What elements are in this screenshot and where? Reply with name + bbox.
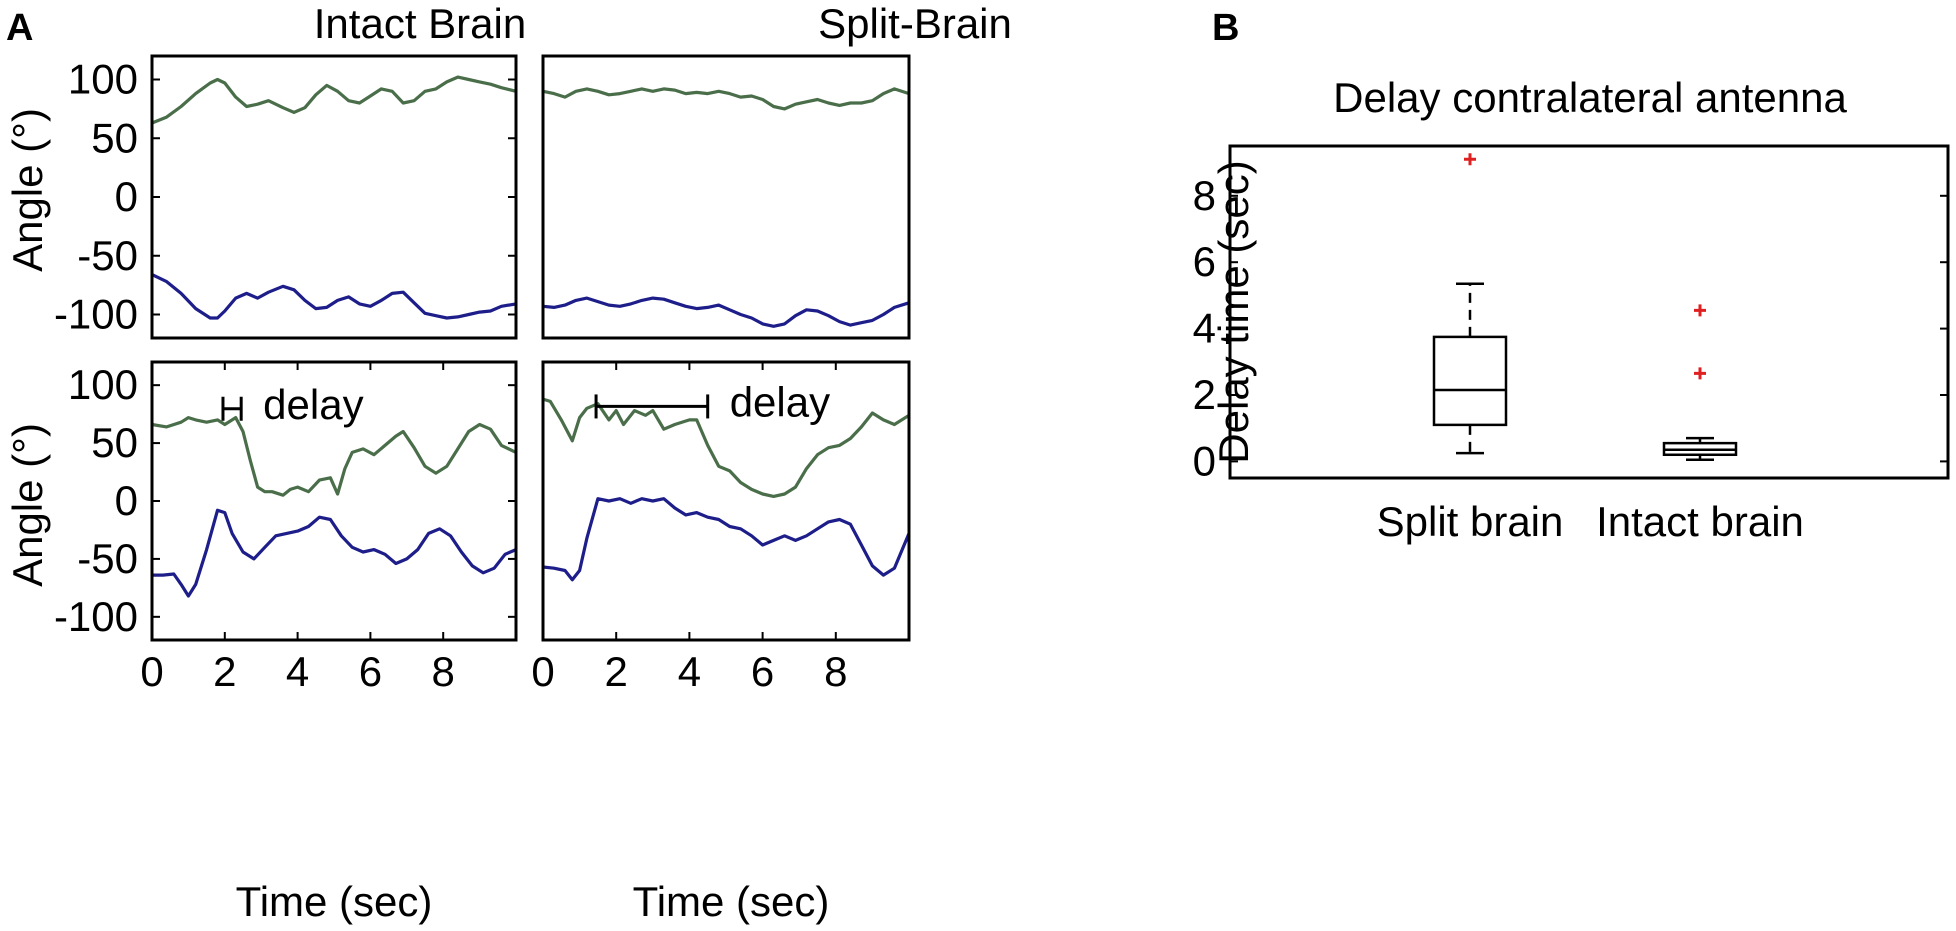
series-line-blue (542, 497, 911, 582)
chart-intact-top: 100 50 0 -50 -100 (54, 54, 518, 340)
y-tick-label: 50 (91, 419, 138, 466)
outlier-point (1694, 367, 1706, 380)
y-tick-label: -100 (54, 291, 138, 338)
boxplot-title: Delay contralateral antenna (1333, 74, 1847, 121)
series-line-green (151, 416, 517, 497)
box-split-brain (1432, 153, 1508, 455)
x-tick-label: 4 (286, 648, 309, 695)
delay-label: delay (730, 378, 830, 425)
box-iqr (1432, 335, 1508, 427)
x-tick-label: 2 (213, 648, 236, 695)
series-line-blue (152, 508, 517, 598)
chart-split-bottom: 0 2 4 6 8 delay (531, 360, 911, 695)
x-tick-label: 2 (605, 648, 628, 695)
y-tick-label: 6 (1193, 238, 1216, 285)
panel-a-label: A (6, 7, 33, 49)
category-label: Intact brain (1596, 498, 1804, 545)
category-label: Split brain (1377, 498, 1564, 545)
x-tick-label: 8 (824, 648, 847, 695)
y-axis-label-top: Angle (°) (4, 108, 51, 272)
column-title-intact: Intact Brain (314, 0, 526, 47)
y-axis-label-bottom: Angle (°) (4, 423, 51, 587)
series-line-blue (151, 273, 517, 320)
y-tick-label: 0 (115, 477, 138, 524)
panel-b-label: B (1212, 7, 1239, 49)
series-line-green (542, 87, 910, 111)
y-tick-label: -50 (77, 535, 138, 582)
y-tick-label: 0 (1193, 437, 1216, 484)
x-tick-label: 6 (751, 648, 774, 695)
x-tick-label: 4 (678, 648, 701, 695)
plot-frame (150, 54, 518, 340)
boxplot-frame (1228, 144, 1950, 480)
y-tick-label: -100 (54, 593, 138, 640)
chart-boxplot: Delay contralateral antenna Delay time (s… (1193, 74, 1950, 545)
x-tick-label: 6 (359, 648, 382, 695)
delay-marker: delay (221, 381, 364, 428)
y-tick-label: 2 (1193, 371, 1216, 418)
y-tick-label: 100 (68, 361, 138, 408)
y-tick-label: 50 (91, 114, 138, 161)
delay-label: delay (263, 381, 363, 428)
series-line-green (151, 75, 517, 125)
delay-marker: delay (594, 378, 830, 425)
series-line-blue (542, 296, 910, 328)
plot-frame (541, 360, 911, 642)
y-tick-label: 4 (1193, 305, 1216, 352)
chart-split-top (541, 54, 911, 340)
series-line-green (542, 397, 910, 498)
box-intact-brain (1662, 304, 1738, 461)
x-tick-label: 0 (531, 648, 554, 695)
outlier-point (1694, 304, 1706, 317)
y-tick-label: 100 (68, 56, 138, 103)
column-title-split: Split-Brain (818, 0, 1012, 47)
x-tick-label: 8 (432, 648, 455, 695)
y-tick-label: -50 (77, 232, 138, 279)
y-tick-label: 0 (115, 173, 138, 220)
boxplot-y-axis-label: Delay time (sec) (1210, 160, 1257, 463)
plot-frame (541, 54, 911, 340)
x-tick-label: 0 (140, 648, 163, 695)
y-tick-label: 8 (1193, 172, 1216, 219)
x-axis-label-intact: Time (sec) (236, 878, 433, 925)
x-axis-label-split: Time (sec) (633, 878, 830, 925)
outlier-point (1464, 153, 1476, 166)
